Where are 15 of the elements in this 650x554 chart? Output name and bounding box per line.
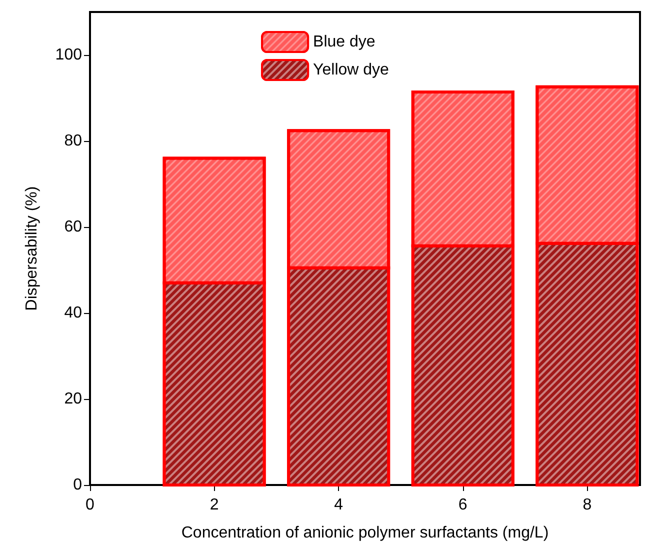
x-tick-label: 2 <box>210 496 219 514</box>
x-tick-label: 0 <box>86 496 95 514</box>
legend-label: Yellow dye <box>313 62 390 78</box>
x-axis-title: Concentration of anionic polymer surfactants (mg/L) <box>181 524 549 542</box>
y-tick-label: 20 <box>64 390 82 408</box>
x-tick-label: 6 <box>458 496 468 514</box>
y-tick-label: 0 <box>73 476 82 494</box>
y-tick-label: 40 <box>64 304 82 322</box>
y-axis-title: Dispersability (%) <box>24 186 40 311</box>
y-tick-label: 100 <box>55 46 82 64</box>
x-tick-label: 8 <box>582 496 592 514</box>
legend-label: Blue dye <box>313 34 376 50</box>
x-tick-label: 4 <box>334 496 344 514</box>
y-tick-label: 80 <box>64 132 82 150</box>
y-tick-label: 60 <box>64 218 82 236</box>
